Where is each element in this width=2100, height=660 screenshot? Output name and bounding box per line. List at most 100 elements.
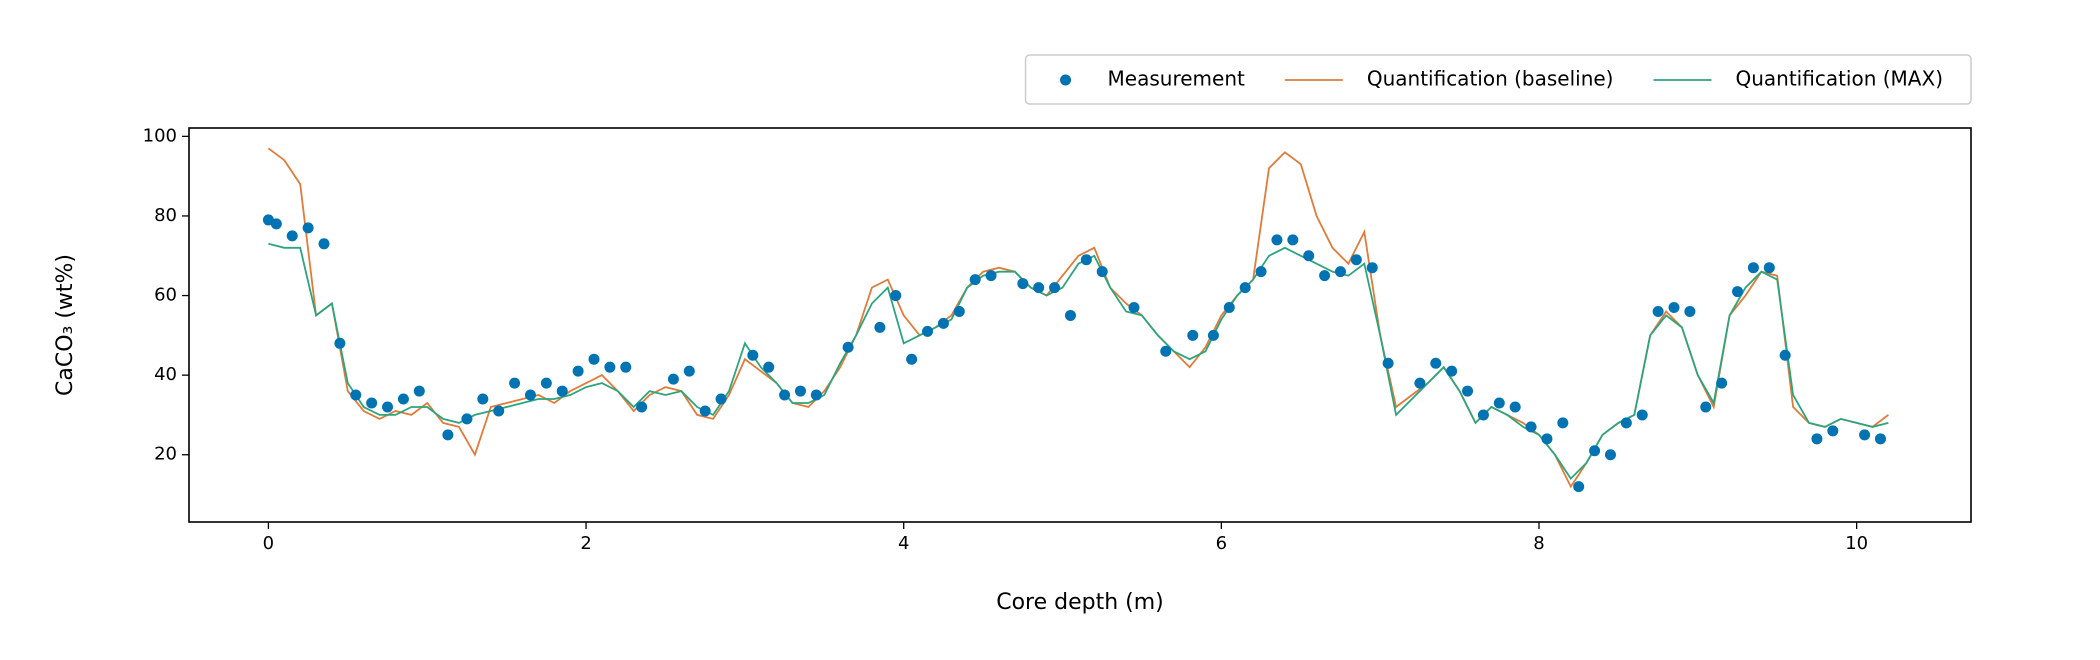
point bbox=[1382, 357, 1394, 369]
legend-marker bbox=[1060, 74, 1072, 86]
point bbox=[509, 377, 521, 389]
point bbox=[1652, 305, 1664, 317]
legend: Measurement Quantification (baseline) Quan… bbox=[1024, 54, 1972, 105]
point bbox=[1414, 377, 1426, 389]
point bbox=[1271, 234, 1283, 246]
y-tick-label: 60 bbox=[154, 285, 177, 306]
point bbox=[1430, 357, 1442, 369]
y-tick-label: 40 bbox=[154, 364, 177, 385]
y-tick-label: 80 bbox=[154, 205, 177, 226]
point bbox=[397, 393, 409, 405]
point bbox=[1350, 254, 1362, 266]
x-axis-label: Core depth (m) bbox=[996, 590, 1164, 615]
point bbox=[1049, 282, 1061, 294]
point bbox=[1128, 301, 1140, 313]
x-tick-label: 6 bbox=[1216, 533, 1227, 554]
x-tick-label: 4 bbox=[898, 533, 909, 554]
legend-item: Quantification (baseline) bbox=[1284, 67, 1614, 91]
point bbox=[524, 389, 536, 401]
point bbox=[1319, 270, 1331, 282]
point bbox=[302, 222, 314, 234]
point bbox=[442, 429, 454, 441]
point bbox=[810, 389, 822, 401]
point bbox=[699, 405, 711, 417]
point bbox=[1255, 266, 1267, 278]
point bbox=[1207, 329, 1219, 341]
point bbox=[604, 361, 616, 373]
point bbox=[763, 361, 775, 373]
point bbox=[1763, 262, 1775, 274]
x-tick-label: 2 bbox=[580, 533, 591, 554]
point bbox=[1732, 286, 1744, 298]
point bbox=[794, 385, 806, 397]
y-axis-label: CaCO₃ (wt%) bbox=[53, 254, 78, 396]
point bbox=[1493, 397, 1505, 409]
y-tick-label: 100 bbox=[143, 125, 177, 146]
point bbox=[1287, 234, 1299, 246]
point bbox=[1017, 278, 1029, 290]
legend-label: Quantification (MAX) bbox=[1735, 67, 1943, 91]
point bbox=[1573, 481, 1585, 493]
point bbox=[1589, 445, 1601, 457]
point bbox=[1096, 266, 1108, 278]
point bbox=[1160, 345, 1172, 357]
point bbox=[874, 321, 886, 333]
point bbox=[334, 337, 346, 349]
point bbox=[1716, 377, 1728, 389]
point bbox=[493, 405, 505, 417]
point bbox=[937, 317, 949, 329]
point bbox=[1334, 266, 1346, 278]
x-tick-label: 8 bbox=[1533, 533, 1544, 554]
point bbox=[953, 305, 965, 317]
y-tick-label: 20 bbox=[154, 444, 177, 465]
point bbox=[556, 385, 568, 397]
point bbox=[779, 389, 791, 401]
point bbox=[286, 230, 298, 242]
point bbox=[270, 218, 282, 230]
point bbox=[413, 385, 425, 397]
point bbox=[1811, 433, 1823, 445]
point bbox=[1187, 329, 1199, 341]
point bbox=[683, 365, 695, 377]
point bbox=[1366, 262, 1378, 274]
point bbox=[667, 373, 679, 385]
legend-item: Quantification (MAX) bbox=[1653, 67, 1943, 91]
point bbox=[1700, 401, 1712, 413]
x-tick-label: 10 bbox=[1845, 533, 1868, 554]
legend-label: Quantification (baseline) bbox=[1367, 67, 1614, 91]
point bbox=[1874, 433, 1886, 445]
point bbox=[1080, 254, 1092, 266]
point bbox=[366, 397, 378, 409]
point bbox=[969, 274, 981, 286]
point bbox=[1827, 425, 1839, 437]
legend-box bbox=[1024, 54, 1972, 105]
point bbox=[382, 401, 394, 413]
point bbox=[477, 393, 489, 405]
point bbox=[922, 325, 934, 337]
point bbox=[572, 365, 584, 377]
point bbox=[350, 389, 362, 401]
point bbox=[318, 238, 330, 250]
point bbox=[1541, 433, 1553, 445]
x-tick-label: 0 bbox=[263, 533, 274, 554]
legend-item: Measurement bbox=[1060, 67, 1245, 91]
point bbox=[636, 401, 648, 413]
point bbox=[1462, 385, 1474, 397]
point bbox=[906, 353, 918, 365]
point bbox=[1525, 421, 1537, 433]
point bbox=[842, 341, 854, 353]
point bbox=[461, 413, 473, 425]
point bbox=[1509, 401, 1521, 413]
point bbox=[1223, 301, 1235, 313]
point bbox=[890, 290, 902, 302]
point bbox=[1604, 449, 1616, 461]
point bbox=[1446, 365, 1458, 377]
point bbox=[1033, 282, 1045, 294]
point bbox=[540, 377, 552, 389]
point bbox=[1779, 349, 1791, 361]
line bbox=[268, 242, 1889, 481]
point bbox=[1668, 301, 1680, 313]
point bbox=[715, 393, 727, 405]
